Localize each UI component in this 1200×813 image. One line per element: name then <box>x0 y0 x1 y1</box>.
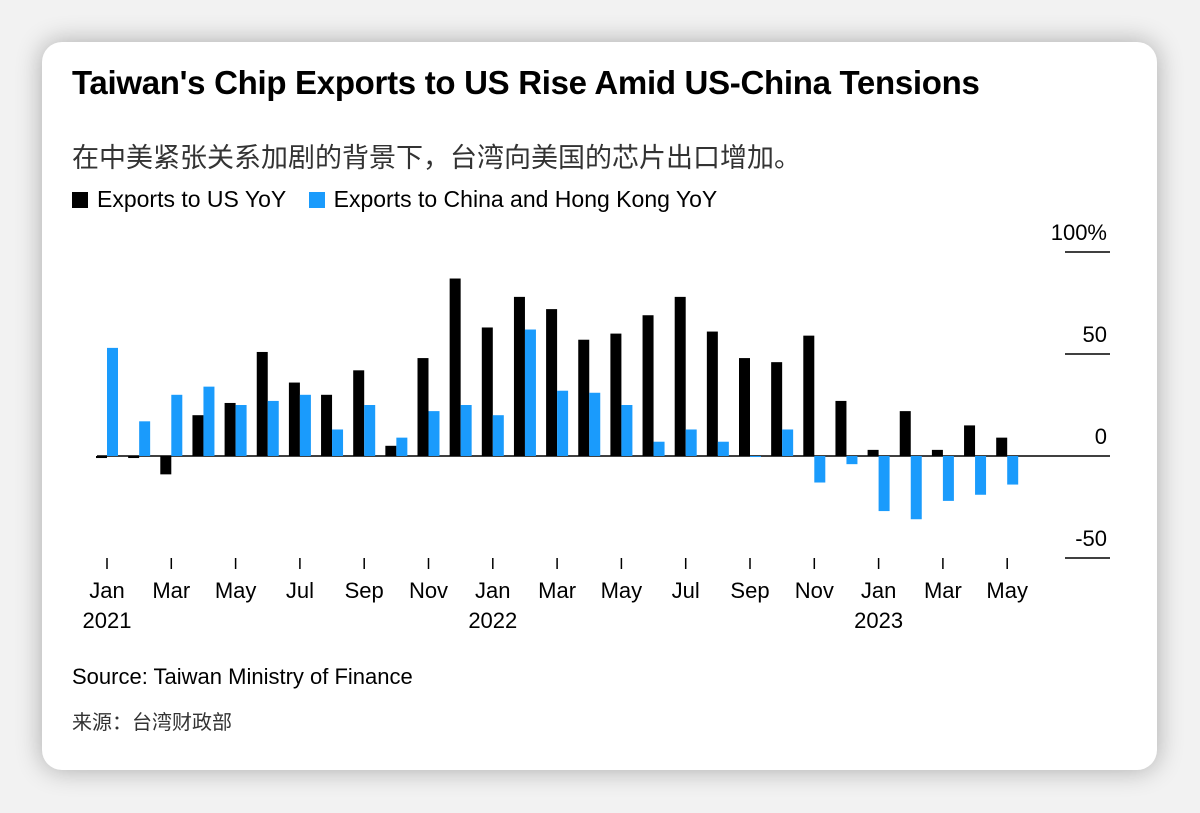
bar-us <box>160 456 172 475</box>
bar-china <box>203 386 215 456</box>
bar-china <box>460 405 472 456</box>
x-tick-label: Mar <box>538 578 576 603</box>
bar-chart: 100% 50 0 -50 Jan 2021 Mar May Jul Sep Nov Jan 2022 M… <box>83 220 1110 633</box>
bar-us <box>417 358 429 456</box>
bar-china <box>428 411 440 456</box>
x-tick-label: Jul <box>286 578 314 603</box>
bar-us <box>288 382 300 456</box>
bar-us <box>128 456 140 459</box>
x-tick-label: Jul <box>672 578 700 603</box>
bar-us <box>513 296 525 456</box>
x-tick-label: Nov <box>795 578 834 603</box>
bar-china <box>750 456 761 458</box>
bar-us <box>256 351 268 456</box>
bar-china <box>653 441 665 456</box>
bar-us <box>899 411 911 456</box>
bar-us <box>481 327 493 456</box>
bar-china <box>1007 456 1019 485</box>
bar-china <box>267 400 279 456</box>
x-tick-label: Jan <box>475 578 510 603</box>
bar-china <box>846 456 858 465</box>
x-tick-label: Jan <box>861 578 896 603</box>
bar-china <box>910 456 922 520</box>
bar-us <box>642 315 654 456</box>
x-tick-year-label: 2023 <box>854 608 903 633</box>
x-tick-label: Sep <box>730 578 769 603</box>
bar-china <box>621 405 633 456</box>
y-tick-label: 50 <box>1083 322 1107 347</box>
x-tick-label: Jan <box>89 578 124 603</box>
x-tick-label: May <box>215 578 257 603</box>
y-tick-label: 0 <box>1095 424 1107 449</box>
bar-us <box>803 335 815 456</box>
x-tick-label: Mar <box>152 578 190 603</box>
bar-china <box>717 441 729 456</box>
bar-china <box>492 415 504 456</box>
x-tick-label: May <box>986 578 1028 603</box>
legend-item-china: Exports to China and Hong Kong YoY <box>308 186 718 213</box>
y-tick-label: 100% <box>1051 220 1107 245</box>
bar-us <box>771 362 783 456</box>
bar-us <box>867 449 879 456</box>
bar-china <box>235 405 247 456</box>
bar-us <box>546 309 558 456</box>
bar-china <box>299 394 311 456</box>
bar-us <box>706 331 718 456</box>
bar-us <box>385 445 397 456</box>
bar-china <box>975 456 987 495</box>
legend-swatch-china <box>308 192 325 208</box>
bar-china <box>557 390 569 456</box>
bar-china <box>782 429 794 456</box>
x-tick-label: Nov <box>409 578 448 603</box>
legend-label-china: Exports to China and Hong Kong YoY <box>333 186 718 212</box>
bar-china <box>589 392 601 456</box>
bar-china <box>332 429 344 456</box>
legend: Exports to US YoY Exports to China and H… <box>72 186 733 213</box>
bar-us <box>610 333 622 456</box>
bar-us <box>224 402 236 456</box>
bar-us <box>739 358 750 456</box>
bar-us <box>321 394 333 456</box>
bar-china <box>685 429 697 456</box>
chart-subtitle: 在中美紧张关系加剧的背景下，台湾向美国的芯片出口增加。 <box>72 143 801 174</box>
bar-us <box>674 296 686 456</box>
bar-us <box>996 437 1008 456</box>
x-tick-label: Sep <box>345 578 384 603</box>
bar-us <box>96 456 107 459</box>
x-tick-year-label: 2021 <box>83 608 132 633</box>
chart-title: Taiwan's Chip Exports to US Rise Amid US… <box>72 64 980 101</box>
x-tick-label: Mar <box>924 578 962 603</box>
source-note-cn: 来源：台湾财政部 <box>72 710 232 734</box>
legend-item-us: Exports to US YoY <box>72 186 286 213</box>
bar-china <box>364 405 376 456</box>
bar-china <box>878 456 890 512</box>
bar-china <box>942 456 954 501</box>
bar-us <box>931 449 943 456</box>
x-tick-year-label: 2022 <box>468 608 517 633</box>
bar-us <box>192 415 204 456</box>
bar-us <box>449 278 461 456</box>
bar-us <box>353 370 365 456</box>
chart-card: Taiwan's Chip Exports to US Rise Amid US… <box>42 42 1157 770</box>
source-note: Source: Taiwan Ministry of Finance <box>72 664 413 689</box>
bar-us <box>578 339 590 456</box>
bar-china <box>107 347 118 456</box>
bar-china <box>171 394 183 456</box>
y-tick-label: -50 <box>1075 526 1107 551</box>
legend-swatch-us <box>72 192 88 208</box>
x-tick-label: May <box>601 578 643 603</box>
bar-china <box>396 437 408 456</box>
bar-us <box>835 400 847 456</box>
bar-china <box>139 421 151 456</box>
bar-us <box>964 425 976 456</box>
bar-china <box>524 329 536 456</box>
legend-label-us: Exports to US YoY <box>97 186 287 212</box>
bar-china <box>814 456 826 483</box>
